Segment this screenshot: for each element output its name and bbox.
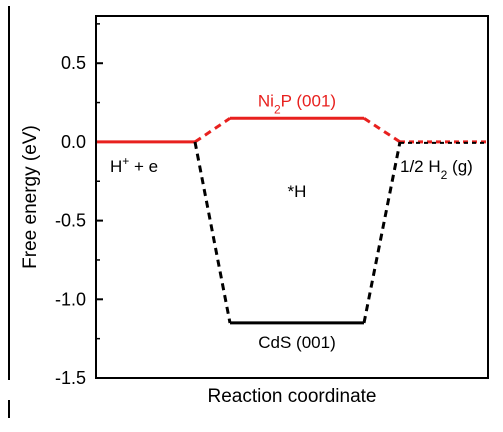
ni2p-label-sub: 2 <box>274 102 281 116</box>
y-tick-label: 0.5 <box>61 53 86 73</box>
initial-state-label: H+ + e <box>110 154 158 176</box>
plot-frame <box>95 15 489 379</box>
ni2p-label-a: Ni <box>258 91 274 110</box>
initial-state-sup: + <box>122 154 129 168</box>
y-tick-label: -1.5 <box>55 368 86 388</box>
y-axis-title: Free energy (eV) <box>20 125 41 269</box>
y-tick-label: -1.0 <box>55 289 86 309</box>
ni2p-label-b: P (001) <box>281 91 336 110</box>
final-state-rest: (g) <box>447 157 473 176</box>
x-axis-title: Reaction coordinate <box>208 386 377 407</box>
cds-series-label: CdS (001) <box>258 333 335 352</box>
cds-connector-up <box>362 141 402 324</box>
left-edge-rule-top <box>8 6 10 380</box>
final-state-sub: 2 <box>441 168 448 182</box>
initial-state-main: H <box>110 157 122 176</box>
final-state-main: 1/2 H <box>400 157 441 176</box>
energy-profile-series <box>96 116 488 325</box>
cds-connector-down <box>193 141 232 324</box>
ni2p-connector-up <box>194 117 231 144</box>
final-state-label: 1/2 H2 (g) <box>400 157 473 182</box>
ni2p-series-label: Ni2P (001) <box>258 91 336 116</box>
y-tick-label: 0.0 <box>61 132 86 152</box>
initial-state-rest: + e <box>129 157 158 176</box>
y-tick-label: -0.5 <box>55 211 86 231</box>
y-axis-ticks: 0.5 0.0 -0.5 -1.0 -1.5 <box>55 23 103 388</box>
ni2p-connector-down <box>363 117 401 144</box>
intermediate-state-label: *H <box>288 182 307 201</box>
left-edge-rule-bottom <box>8 400 10 418</box>
